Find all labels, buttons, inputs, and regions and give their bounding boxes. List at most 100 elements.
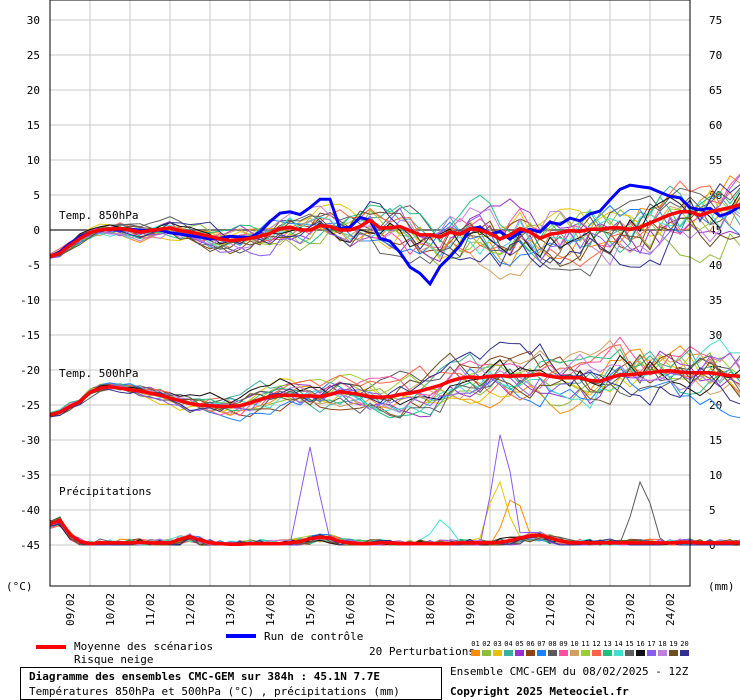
perturbation-key-swatch	[636, 650, 645, 656]
perturbation-key-swatch	[669, 650, 678, 656]
left-tick-label: -25	[20, 399, 40, 412]
perturbation-key-17: 17	[646, 640, 657, 660]
ensemble-chart: 30 25 20 15 10 5 0 -5 -10 -15 -20 -25 -30 -35 -40 -45 7…	[6, 0, 740, 626]
left-tick-label: 5	[33, 189, 40, 202]
member-precip-line	[49, 499, 740, 546]
x-tick-label: 17/02	[384, 593, 397, 626]
perturbation-key-07: 07	[536, 640, 547, 660]
x-tick-label: 12/02	[184, 593, 197, 626]
x-tick-label: 24/02	[664, 593, 677, 626]
right-axis-unit: (mm)	[708, 580, 735, 593]
perturbation-key-swatch	[526, 650, 535, 656]
ensemble-mean-lines	[49, 203, 740, 547]
left-tick-label: -35	[20, 469, 40, 482]
member-t500-line	[49, 341, 740, 418]
left-tick-label: 10	[27, 154, 40, 167]
perturbation-key-label: 18	[658, 640, 667, 648]
left-tick-label: -5	[27, 259, 40, 272]
perturbation-key-18: 18	[657, 640, 668, 660]
member-t850-line	[49, 187, 740, 264]
perturbation-key-11: 11	[580, 640, 591, 660]
member-precip-line	[49, 434, 740, 546]
right-tick-label: 55	[709, 154, 722, 167]
left-tick-label: 30	[27, 14, 40, 27]
diagram-title: Diagramme des ensembles CMC-GEM sur 384h…	[29, 670, 380, 683]
perturbation-key-04: 04	[503, 640, 514, 660]
right-tick-label: 35	[709, 294, 722, 307]
copyright: Copyright 2025 Meteociel.fr	[450, 685, 629, 698]
snow-legend-label: Risque neige	[74, 653, 154, 666]
x-tick-label: 23/02	[624, 593, 637, 626]
perturbations-legend-label: 20 Perturbations	[369, 645, 475, 658]
left-tick-label: -40	[20, 504, 40, 517]
x-tick-label: 14/02	[264, 593, 277, 626]
perturbation-key-label: 07	[537, 640, 546, 648]
left-tick-label: -45	[20, 539, 40, 552]
mean-t500-line	[49, 368, 740, 417]
member-t850-line	[49, 192, 740, 258]
x-tick-label: 10/02	[104, 593, 117, 626]
right-tick-label: 10	[709, 469, 722, 482]
mean-precip-line	[49, 518, 740, 547]
control-legend-swatch	[226, 634, 256, 638]
perturbation-key-label: 09	[559, 640, 568, 648]
x-axis-ticks: 09/02 10/02 11/02 12/02 13/02 14/02 15/02 16/02…	[64, 593, 677, 626]
mean-legend-swatch	[36, 645, 66, 649]
left-axis-ticks: 30 25 20 15 10 5 0 -5 -10 -15 -20 -25 -30 -35 -40 -45	[20, 14, 40, 552]
perturbation-key-label: 13	[603, 640, 612, 648]
member-t500-line	[49, 350, 740, 418]
x-tick-label: 15/02	[304, 593, 317, 626]
right-tick-label: 75	[709, 14, 722, 27]
perturbation-key-swatch	[658, 650, 667, 656]
perturbation-key-label: 06	[526, 640, 535, 648]
perturbation-key-label: 15	[625, 640, 634, 648]
perturbation-key-20: 20	[679, 640, 690, 660]
plot-frame	[49, 0, 691, 587]
perturbation-key-swatch	[493, 650, 502, 656]
member-t850-line	[49, 185, 740, 263]
x-tick-label: 16/02	[344, 593, 357, 626]
perturbation-key-label: 20	[680, 640, 689, 648]
perturbation-key-label: 17	[647, 640, 656, 648]
left-tick-label: 0	[33, 224, 40, 237]
x-tick-label: 19/02	[464, 593, 477, 626]
right-tick-label: 70	[709, 49, 722, 62]
mean-legend-label: Moyenne des scénarios	[74, 640, 214, 653]
diagram-subtitle: Températures 850hPa et 500hPa (°C) , pré…	[29, 685, 400, 698]
perturbation-key-14: 14	[613, 640, 624, 660]
member-precip-line	[49, 518, 740, 546]
perturbation-key-02: 02	[481, 640, 492, 660]
perturbation-key-swatch	[625, 650, 634, 656]
perturbation-key-label: 01	[471, 640, 480, 648]
perturbation-key-swatch	[537, 650, 546, 656]
perturbation-key-swatch	[515, 650, 524, 656]
perturbation-key-swatch	[581, 650, 590, 656]
perturbation-key-09: 09	[558, 640, 569, 660]
left-tick-label: 20	[27, 84, 40, 97]
x-tick-label: 13/02	[224, 593, 237, 626]
perturbation-key-label: 14	[614, 640, 623, 648]
run-info: Ensemble CMC-GEM du 08/02/2025 - 12Z	[450, 665, 689, 678]
right-tick-label: 15	[709, 434, 722, 447]
perturbation-key-label: 12	[592, 640, 601, 648]
perturbation-key-08: 08	[547, 640, 558, 660]
member-t500-line	[49, 353, 740, 417]
left-tick-label: -15	[20, 329, 40, 342]
member-precip-line	[49, 480, 740, 546]
right-tick-label: 65	[709, 84, 722, 97]
perturbation-key-19: 19	[668, 640, 679, 660]
x-tick-label: 09/02	[64, 593, 77, 626]
perturbation-key-12: 12	[591, 640, 602, 660]
member-t850-line	[49, 183, 740, 268]
left-tick-label: -10	[20, 294, 40, 307]
x-tick-label: 18/02	[424, 593, 437, 626]
member-t500-line	[49, 355, 740, 419]
perturbation-color-key: 01 02 03 04 05 06 07 08 09 10 11 12 13 14 15 16 17 18 19 20	[470, 640, 690, 660]
perturbation-key-swatch	[603, 650, 612, 656]
annotation-t500: Temp. 500hPa	[59, 367, 138, 380]
left-tick-label: 25	[27, 49, 40, 62]
right-tick-label: 40	[709, 259, 722, 272]
perturbation-key-swatch	[548, 650, 557, 656]
x-tick-label: 22/02	[584, 593, 597, 626]
